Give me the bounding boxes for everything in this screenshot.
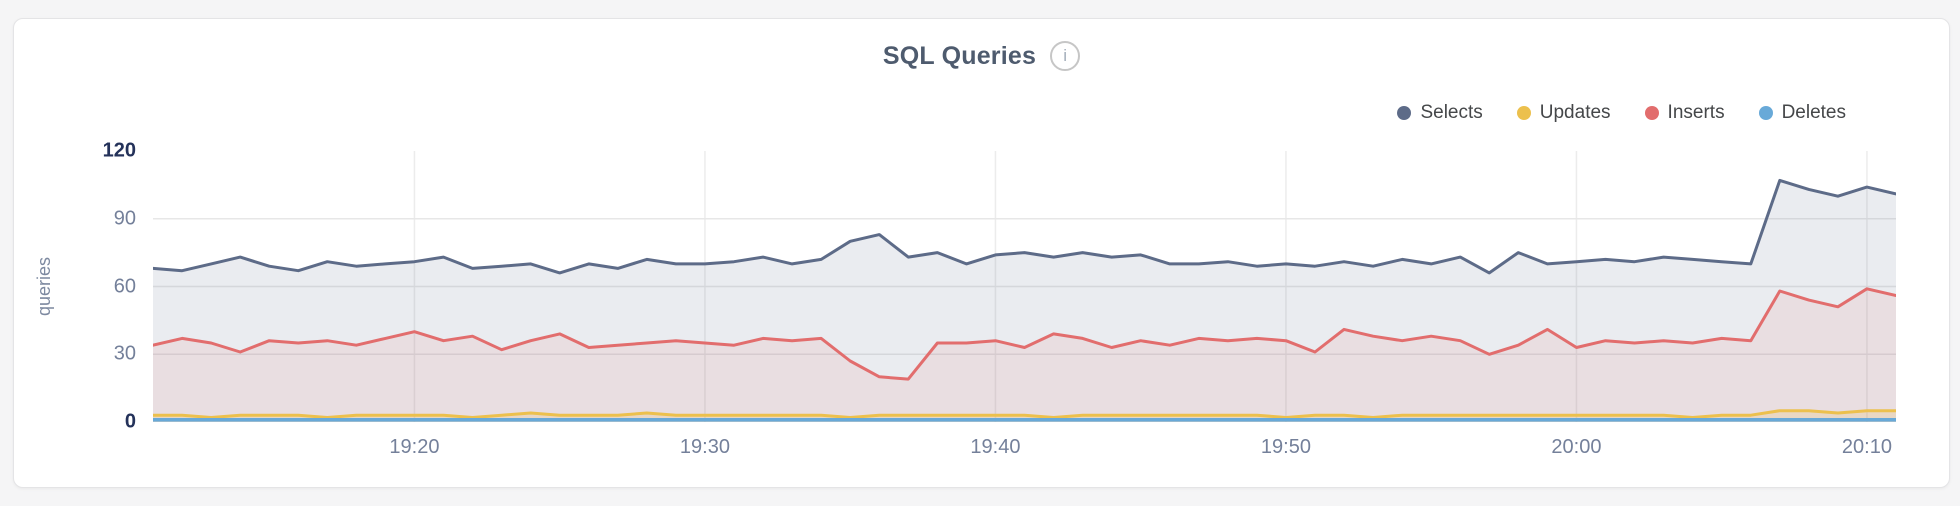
x-tick-label-20:00: 20:00 [1551, 436, 1602, 458]
x-tick-label-19:20: 19:20 [389, 436, 440, 458]
legend-item-selects[interactable]: Selects [1397, 102, 1483, 124]
y-tick-label-30: 30 [113, 342, 136, 365]
series-line-updates [153, 409, 1896, 419]
y-tick-label-0: 0 [124, 410, 136, 433]
y-axis-title-wrap: queries [24, 151, 66, 422]
legend-label-updates: Updates [1539, 102, 1611, 123]
info-icon[interactable]: i [1050, 41, 1081, 71]
legend-label-selects: Selects [1420, 102, 1483, 123]
plot-svg[interactable] [153, 151, 1896, 422]
legend-label-deletes: Deletes [1781, 102, 1846, 123]
x-tick-label-19:50: 19:50 [1260, 436, 1311, 458]
series-line-inserts [153, 287, 1896, 381]
y-axis-ticks: 0 30 60 90 120 [66, 19, 136, 487]
legend-label-inserts: Inserts [1667, 102, 1725, 123]
y-tick-label-60: 60 [113, 275, 136, 297]
legend: Selects Updates Inserts Deletes [1397, 102, 1846, 124]
series-line-selects [153, 178, 1896, 275]
panel-title: SQL Queries [882, 41, 1037, 70]
legend-dot-icon-updates [1516, 106, 1531, 120]
legend-item-inserts[interactable]: Inserts [1644, 102, 1725, 124]
x-tick-label-20:10: 20:10 [1841, 436, 1892, 458]
y-tick-label-90: 90 [113, 207, 136, 230]
panel-header: SQL Queries i [14, 41, 1949, 71]
series-area-selects [153, 180, 1896, 422]
legend-dot-icon-inserts [1644, 106, 1659, 120]
legend-item-updates[interactable]: Updates [1516, 102, 1611, 124]
y-axis-title: queries [34, 256, 55, 317]
series-area-inserts [153, 288, 1896, 422]
legend-dot-icon-deletes [1758, 106, 1773, 120]
sql-queries-panel: SQL Queries i Selects Updates Inserts Delet… [13, 18, 1950, 488]
y-tick-label-120: 120 [102, 139, 136, 162]
legend-item-deletes[interactable]: Deletes [1758, 102, 1846, 124]
legend-dot-icon-selects [1397, 106, 1412, 120]
x-tick-label-19:30: 19:30 [679, 436, 730, 458]
x-tick-label-19:40: 19:40 [970, 436, 1021, 458]
